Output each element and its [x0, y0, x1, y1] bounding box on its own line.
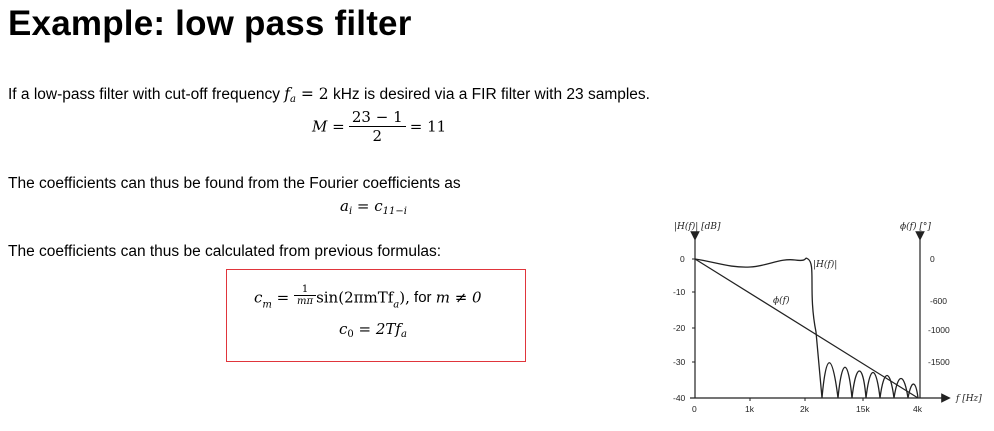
calculated-text: The coefficients can thus be calculated … — [8, 243, 442, 260]
right-axis-label: ϕ(f) [°] — [900, 221, 931, 232]
coefficients-text: The coefficients can thus be found from … — [8, 175, 461, 192]
formula-box — [226, 269, 526, 362]
x-tick-4: 4k — [913, 404, 923, 414]
left-tick-2: -20 — [673, 323, 686, 333]
cm-for: for — [409, 289, 436, 306]
right-tick-3: -1500 — [928, 357, 950, 367]
x-ticks: 0 1k 2k 15k 4k — [692, 398, 923, 414]
eq-a-c-sub: 11−i — [382, 206, 407, 217]
equation-a: ai = c11−i — [340, 197, 407, 217]
left-ticks: 0 -10 -20 -30 -40 — [673, 254, 695, 403]
magnitude-label: |H(f)| — [813, 259, 837, 270]
intro-before: If a low-pass filter with cut-off freque… — [8, 86, 285, 103]
intro-eq: = 2 — [295, 85, 329, 103]
eq-a-var: a — [340, 197, 349, 215]
left-tick-4: -40 — [673, 393, 686, 403]
left-tick-0: 0 — [680, 254, 685, 264]
cm-equals: = — [271, 288, 294, 307]
x-tick-1: 1k — [745, 404, 755, 414]
cm-var: c — [254, 288, 263, 307]
right-tick-1: -600 — [930, 296, 947, 306]
cm-fraction: 1 mπ — [294, 284, 317, 307]
cm-condition: m ≠ 0 — [435, 288, 482, 307]
formula-c0: c0 = 2Tfa — [339, 320, 407, 340]
right-tick-2: -1000 — [928, 325, 950, 335]
cm-sin-close: ), — [399, 288, 410, 307]
c0-sub: 0 — [347, 329, 354, 340]
intro-var-f-sub: a — [290, 94, 296, 105]
frequency-axis-label: f [Hz] — [955, 394, 982, 404]
eq-m-denominator: 2 — [372, 127, 383, 145]
right-tick-0: 0 — [930, 254, 935, 264]
cm-frac-den: mπ — [297, 296, 314, 307]
magnitude-curve — [694, 257, 919, 399]
left-tick-1: -10 — [673, 287, 686, 297]
eq-a-var-sub: i — [348, 206, 353, 217]
x-tick-2: 2k — [800, 404, 810, 414]
left-tick-3: -30 — [673, 357, 686, 367]
filter-response-plot: |H(f)| [dB] ϕ(f) [°] 0 -10 -20 -30 -40 0… — [673, 221, 982, 414]
eq-m-lhs: M = — [312, 117, 345, 136]
phase-label: ϕ(f) — [773, 295, 790, 306]
phase-line — [694, 258, 919, 399]
c0-rhs-sub: a — [401, 329, 407, 340]
right-ticks: 0 -600 -1000 -1500 — [928, 254, 950, 367]
intro-line: If a low-pass filter with cut-off freque… — [8, 85, 650, 105]
formula-cm: cm = 1 mπ sin(2πmTfa), for m ≠ 0 — [254, 284, 482, 311]
x-tick-3: 15k — [856, 404, 870, 414]
equation-m: M = 23 − 1 2 = 11 — [312, 108, 446, 145]
eq-m-rhs: = 11 — [409, 117, 447, 136]
page-title: Example: low pass filter — [8, 4, 412, 43]
x-tick-0: 0 — [692, 404, 697, 414]
eq-a-c: c — [374, 197, 383, 215]
c0-var: c — [339, 320, 348, 338]
intro-var-f: f — [284, 85, 290, 103]
intro-after: kHz is desired via a FIR filter with 23 … — [328, 86, 650, 103]
cm-sin: sin(2πmTf — [316, 288, 394, 307]
eq-m-numerator: 23 − 1 — [348, 108, 406, 127]
cm-sin-sub: a — [393, 299, 400, 311]
left-axis-label: |H(f)| [dB] — [674, 221, 721, 232]
c0-rhs: = 2Tf — [353, 320, 401, 338]
cm-frac-num: 1 — [294, 284, 317, 296]
eq-a-equals: = — [352, 197, 375, 215]
cm-sub: m — [262, 299, 272, 311]
eq-m-fraction: 23 − 1 2 — [348, 108, 406, 145]
